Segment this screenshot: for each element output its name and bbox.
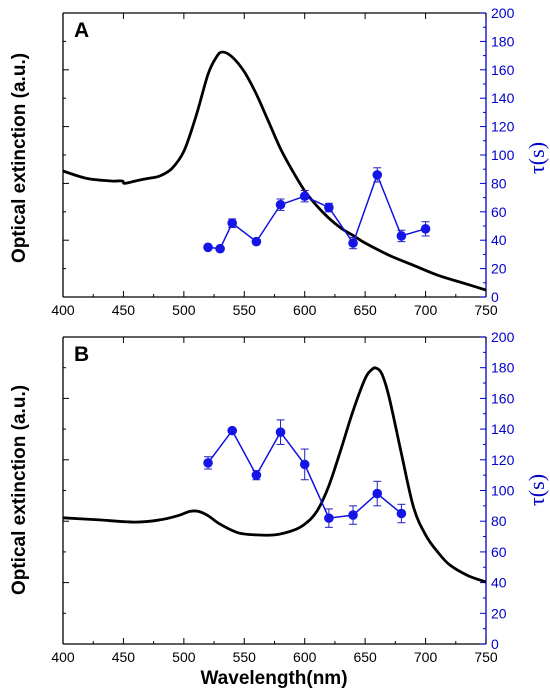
y-right-tick-label: 140	[491, 90, 515, 106]
x-tick-label: 700	[414, 649, 438, 665]
x-tick-label: 650	[353, 302, 377, 318]
y-right-tick-label: 140	[491, 421, 515, 437]
tau-point	[227, 218, 237, 228]
y-right-tick-label: 120	[491, 452, 515, 468]
x-tick-label: 650	[353, 649, 377, 665]
panel-label: A	[74, 19, 89, 42]
y-right-tick-label: 80	[491, 513, 507, 529]
tau-point	[251, 470, 262, 480]
tau-point	[372, 170, 383, 180]
tau-point	[275, 427, 286, 437]
x-tick-label: 700	[414, 302, 438, 318]
tau-series-line	[207, 172, 426, 250]
x-tick-label: 400	[51, 302, 75, 318]
y-axis-title-right-bottom: τ(s)	[524, 474, 549, 506]
tau-point	[324, 202, 334, 213]
y-right-tick-label: 20	[491, 605, 507, 621]
tau-point	[299, 191, 310, 201]
y-right-tick-label: 200	[491, 329, 515, 345]
y-right-tick-label: 160	[491, 62, 515, 78]
tau-point	[203, 242, 213, 253]
y-right-tick-label: 40	[491, 232, 507, 248]
x-tick-label: 750	[474, 649, 498, 665]
tau-point	[348, 510, 358, 520]
x-tick-label: 450	[112, 302, 136, 318]
y-right-tick-label: 180	[491, 33, 515, 49]
y-right-tick-label: 160	[491, 390, 515, 406]
x-tick-label: 600	[293, 302, 317, 318]
y-axis-title-right-top: τ(s)	[524, 142, 549, 174]
tau-point	[420, 224, 431, 234]
y-right-tick-label: 120	[491, 119, 515, 135]
y-right-tick-label: 0	[491, 636, 499, 652]
tau-point	[324, 513, 334, 523]
tau-point	[251, 236, 262, 247]
y-right-tick-label: 200	[491, 5, 515, 21]
x-tick-label: 750	[474, 302, 498, 318]
y-right-tick-label: 60	[491, 204, 507, 220]
x-tick-label: 600	[293, 649, 317, 665]
tau-point	[348, 238, 358, 248]
y-right-tick-label: 100	[491, 147, 515, 163]
tau-point	[227, 425, 237, 436]
tau-point	[372, 488, 383, 499]
x-axis-title: Wavelength(nm)	[200, 668, 347, 689]
x-tick-label: 550	[233, 649, 257, 665]
y-right-tick-label: 80	[491, 175, 507, 191]
y-right-tick-label: 60	[491, 544, 507, 560]
x-tick-label: 550	[233, 302, 257, 318]
tau-point	[299, 459, 310, 470]
y-right-tick-label: 180	[491, 360, 515, 376]
y-axis-title-left-bottom: Optical extinction (a.u.)	[9, 385, 30, 595]
x-tick-label: 500	[172, 649, 196, 665]
tau-point	[396, 231, 407, 241]
tau-point	[396, 508, 407, 519]
x-tick-label: 500	[172, 302, 196, 318]
extinction-curve	[62, 50, 487, 292]
tau-point	[203, 458, 213, 468]
tau-point	[215, 243, 225, 254]
x-tick-label: 450	[112, 649, 136, 665]
x-tick-label: 400	[51, 649, 75, 665]
y-right-tick-label: 100	[491, 483, 515, 499]
y-right-tick-label: 20	[491, 261, 507, 277]
tau-point	[275, 199, 286, 210]
y-right-tick-label: 40	[491, 575, 507, 591]
y-axis-title-left-top: Optical extinction (a.u.)	[9, 53, 30, 263]
y-right-tick-label: 0	[491, 289, 499, 305]
extinction-curve	[62, 366, 487, 584]
panel-label: B	[74, 343, 89, 366]
